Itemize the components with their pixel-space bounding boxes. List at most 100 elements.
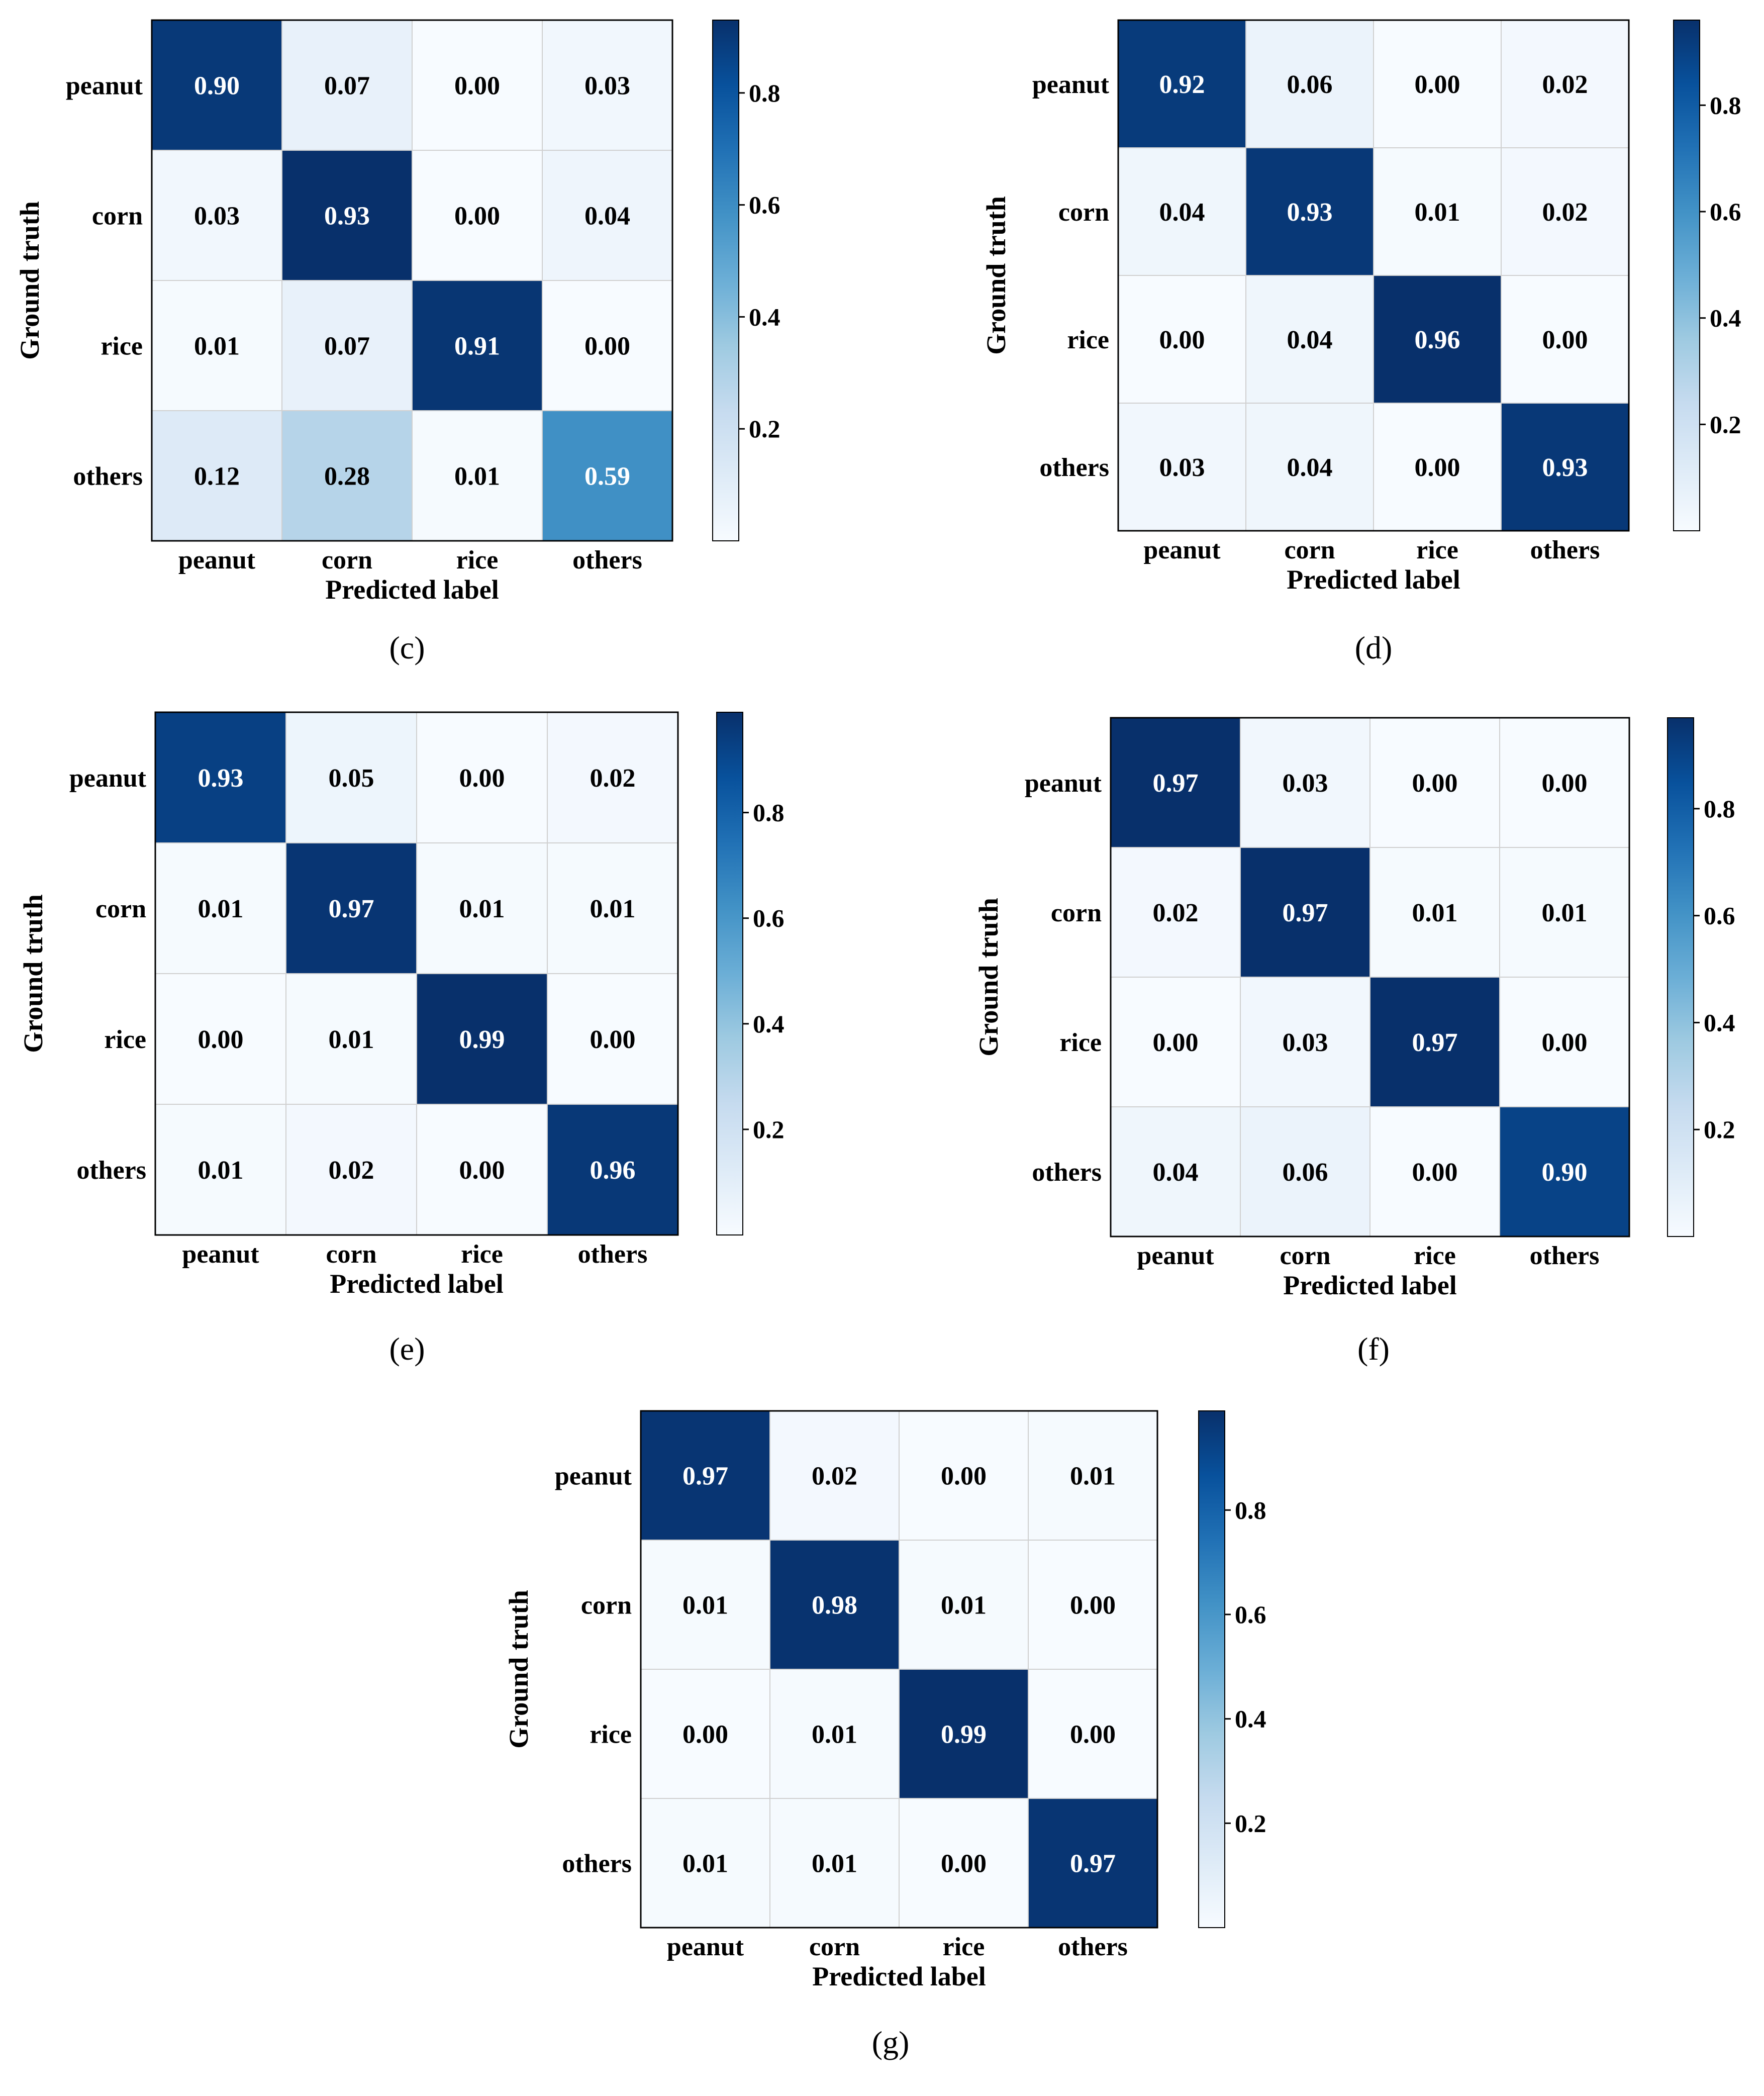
x-tick-label: peanut xyxy=(178,546,256,575)
x-tick-label: others xyxy=(1530,1242,1600,1270)
heatmap-cell xyxy=(1118,147,1246,276)
cell-value-label: 0.96 xyxy=(1415,326,1460,354)
cell-value-label: 0.00 xyxy=(590,1025,636,1054)
colorbar-tick-label: 0.2 xyxy=(1704,1115,1735,1144)
cell-value-label: 0.01 xyxy=(590,895,636,923)
cell-value-label: 0.00 xyxy=(454,72,500,101)
colorbar-tick-label: 0.2 xyxy=(1710,410,1741,438)
cell-value-label: 0.04 xyxy=(1287,326,1333,354)
confusion-matrix-panel-d: 0.92 0.06 0.00 0.02 0.04 0.93 0.01 0.02 0.00 0.04… xyxy=(981,19,1741,665)
x-tick-label: peanut xyxy=(1137,1242,1214,1270)
cell-value-label: 0.99 xyxy=(941,1721,987,1749)
colorbar-tick-label: 0.4 xyxy=(1710,304,1741,332)
heatmap-cell xyxy=(1028,1669,1158,1799)
cell-value-label: 0.01 xyxy=(454,462,500,491)
cell-value-label: 0.02 xyxy=(1542,198,1588,227)
cell-value-label: 0.03 xyxy=(1159,453,1205,482)
cell-value-label: 0.90 xyxy=(194,72,240,101)
y-tick-label: rice xyxy=(1067,326,1109,354)
heatmap-cell xyxy=(151,410,282,541)
heatmap-cell xyxy=(547,712,678,843)
cell-value-label: 0.59 xyxy=(584,462,630,491)
heatmap-cell xyxy=(155,712,286,843)
cell-value-label: 0.91 xyxy=(454,332,500,361)
heatmap-cell xyxy=(1499,1106,1630,1237)
cell-value-label: 0.00 xyxy=(1542,326,1588,354)
cell-value-label: 0.00 xyxy=(1070,1591,1116,1620)
matrix-frame xyxy=(640,1410,1158,1929)
colorbar-tick-label: 0.6 xyxy=(1710,198,1741,226)
colorbar-tick-label: 0.4 xyxy=(749,303,780,331)
cell-value-label: 0.04 xyxy=(584,202,630,231)
heatmap-cell xyxy=(151,150,282,281)
heatmap-cell xyxy=(285,973,417,1105)
cell-value-label: 0.02 xyxy=(1153,899,1199,927)
colorbar-tick-label: 0.8 xyxy=(1235,1496,1266,1524)
x-axis-title: Predicted label xyxy=(1283,1270,1456,1300)
heatmap-cell xyxy=(281,280,413,411)
y-tick-label: rice xyxy=(101,332,143,361)
y-tick-label: corn xyxy=(1058,198,1109,227)
heatmap-cell xyxy=(899,1669,1029,1799)
x-tick-label: corn xyxy=(326,1240,376,1269)
cell-value-label: 0.01 xyxy=(194,332,240,361)
cell-value-label: 0.04 xyxy=(1153,1158,1199,1187)
heatmap-cell xyxy=(769,1798,900,1928)
cell-value-label: 0.03 xyxy=(194,202,240,231)
x-tick-label: rice xyxy=(1414,1242,1456,1270)
colorbar-tick-label: 0.6 xyxy=(753,904,785,932)
cell-value-label: 0.06 xyxy=(1283,1158,1328,1187)
heatmap-cell xyxy=(1118,20,1246,148)
cell-value-label: 0.00 xyxy=(459,764,505,793)
colorbar xyxy=(716,712,743,1235)
heatmap-cell xyxy=(1499,717,1630,848)
cell-value-label: 0.00 xyxy=(1415,453,1460,482)
heatmap-cell xyxy=(416,973,548,1105)
cell-value-label: 0.93 xyxy=(1287,198,1333,227)
cell-value-label: 0.00 xyxy=(584,332,630,361)
cell-value-label: 0.00 xyxy=(941,1850,987,1878)
cell-value-label: 0.96 xyxy=(590,1156,636,1185)
y-tick-label: peanut xyxy=(1025,769,1102,798)
panel-caption: (d) xyxy=(1355,630,1393,665)
heatmap-cell xyxy=(412,410,543,541)
colorbar xyxy=(712,20,739,541)
cell-value-label: 0.02 xyxy=(590,764,636,793)
heatmap-cell xyxy=(1245,275,1374,404)
heatmap-cell xyxy=(769,1410,900,1541)
x-tick-label: corn xyxy=(1280,1242,1330,1270)
heatmap-cell xyxy=(281,20,413,151)
heatmap-cell xyxy=(899,1410,1029,1541)
heatmap-cell xyxy=(1369,847,1500,978)
heatmap-cell xyxy=(1501,403,1629,531)
cell-value-label: 0.97 xyxy=(1070,1850,1116,1878)
heatmap-cell xyxy=(1245,20,1374,148)
heatmap-cell xyxy=(1245,147,1374,276)
cell-value-label: 0.00 xyxy=(682,1721,728,1749)
heatmap-cell xyxy=(1118,275,1246,404)
cell-value-label: 0.05 xyxy=(329,764,374,793)
cell-value-label: 0.12 xyxy=(194,462,240,491)
matrix-frame xyxy=(151,19,673,542)
y-axis-title: Ground truth xyxy=(981,196,1011,355)
colorbar-tick-label: 0.2 xyxy=(1235,1809,1266,1837)
y-tick-label: peanut xyxy=(69,764,147,793)
x-tick-label: others xyxy=(1530,536,1600,564)
y-tick-label: rice xyxy=(590,1721,632,1749)
cell-value-label: 0.93 xyxy=(198,764,244,793)
heatmap-cell xyxy=(1110,847,1241,978)
cell-value-label: 0.01 xyxy=(198,1156,244,1185)
x-tick-label: others xyxy=(578,1240,648,1269)
cell-value-label: 0.00 xyxy=(1542,769,1588,798)
y-tick-label: others xyxy=(1039,453,1109,482)
heatmap-cell xyxy=(640,1410,770,1541)
y-tick-label: peanut xyxy=(66,72,143,101)
cell-value-label: 0.00 xyxy=(1153,1028,1199,1057)
cell-value-label: 0.97 xyxy=(1283,899,1328,927)
cell-value-label: 0.01 xyxy=(459,895,505,923)
y-axis-title: Ground truth xyxy=(973,898,1004,1057)
x-axis-title: Predicted label xyxy=(325,575,499,605)
x-tick-label: corn xyxy=(322,546,372,575)
cell-value-label: 0.00 xyxy=(1412,769,1458,798)
